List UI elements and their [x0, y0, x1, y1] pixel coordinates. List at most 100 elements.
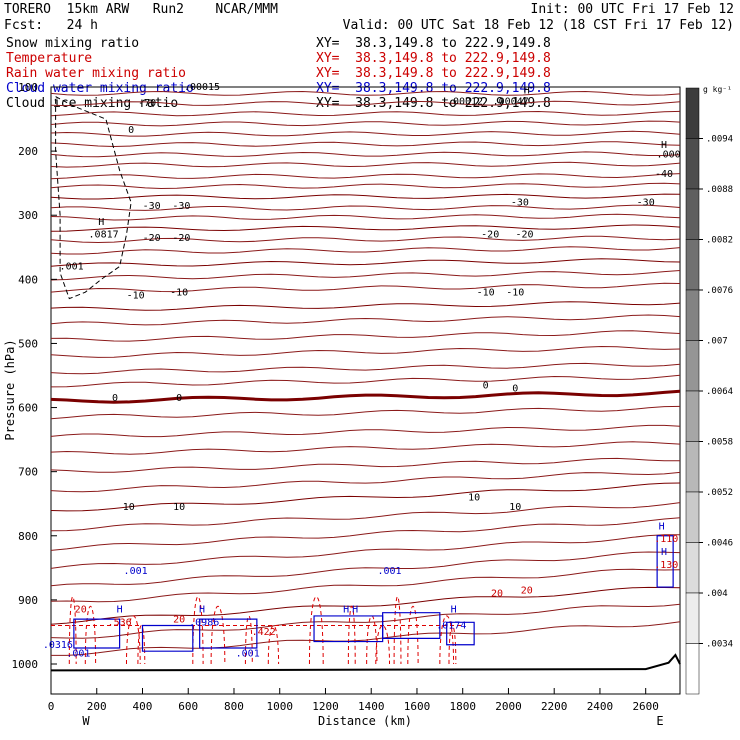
contour-annotation: -20	[172, 233, 190, 244]
y-tick-label: 200	[18, 145, 38, 158]
contour-annotation: 10	[468, 493, 480, 504]
valid-time: Valid: 00 UTC Sat 18 Feb 12 (18 CST Fri …	[342, 18, 734, 33]
isotherm-line--10	[50, 301, 681, 311]
rain-contour	[267, 625, 280, 665]
contour-annotation: 20	[75, 605, 87, 616]
x-tick-label: 600	[178, 700, 198, 713]
isotherm-line	[50, 424, 681, 438]
x-tick-label: 1400	[358, 700, 385, 713]
contour-annotation: 20	[491, 589, 503, 600]
isotherm-line	[50, 282, 681, 293]
isotherm-line	[50, 551, 681, 587]
cloud-water-contour	[313, 615, 384, 643]
isotherm-line	[50, 130, 681, 137]
colorbar-swatch	[685, 390, 700, 442]
contour-annotation: H	[117, 605, 123, 616]
x-tick-label: 400	[133, 700, 153, 713]
y-tick-label: 100	[18, 81, 38, 94]
field-label-rain: Rain water mixing ratio	[6, 66, 187, 81]
isotherm-line	[51, 621, 681, 656]
rain-contour	[375, 625, 391, 665]
rain-contour	[210, 606, 226, 665]
field-xy-cloud-water: XY= 38.3,149.8 to 222.9,149.8	[316, 81, 551, 96]
cloud-water-contour	[73, 618, 121, 649]
isotherm-line	[50, 246, 681, 255]
y-tick-label: 1000	[12, 658, 39, 671]
contour-annotation: -20	[481, 230, 499, 241]
contour-annotation: -20	[515, 230, 533, 241]
contour-annotation: .0316	[43, 640, 73, 651]
colorbar-tick-label: .0082	[706, 236, 733, 246]
contour-annotation: 20	[173, 614, 185, 625]
x-tick-label: 2400	[587, 700, 614, 713]
contour-annotation: 0	[483, 380, 489, 391]
rain-contour	[347, 606, 356, 665]
contour-annotation: .422	[252, 627, 276, 638]
isotherm-line	[50, 100, 681, 107]
contour-annotation: 20	[521, 586, 533, 597]
isotherm-line	[50, 141, 681, 148]
y-axis-label: Pressure (hPa)	[3, 339, 17, 440]
isotherm-line	[50, 90, 681, 96]
x-tick-label: 1600	[404, 700, 431, 713]
y-tick-label: 500	[18, 337, 38, 350]
isotherm-line	[50, 330, 681, 342]
contour-annotation: H	[98, 217, 104, 228]
rain-contour	[192, 596, 204, 665]
contour-annotation: H	[343, 605, 349, 616]
rain-contour	[68, 596, 77, 665]
contour-annotation: H	[661, 140, 667, 151]
y-tick-label: 300	[18, 209, 38, 222]
y-tick-label: 600	[18, 402, 38, 415]
x-end-label-east: E	[656, 714, 663, 728]
colorbar-swatch	[685, 592, 700, 644]
contour-annotation: .001	[66, 648, 90, 659]
rain-contour	[137, 625, 146, 665]
rain-contour	[393, 596, 402, 665]
isotherm-line	[50, 534, 680, 569]
field-label-cloud-ice: Cloud ice mixing ratio	[6, 96, 179, 111]
contour-annotation: H	[661, 547, 667, 558]
x-tick-label: 200	[87, 700, 107, 713]
x-end-label-west: W	[82, 714, 90, 728]
isotherm-line	[50, 173, 681, 180]
isotherm-line	[50, 235, 681, 244]
colorbar-swatch	[685, 542, 700, 594]
rain-contour	[366, 615, 378, 665]
cloud-water-contour	[141, 624, 194, 652]
colorbar-tick-label: .0088	[706, 185, 733, 195]
rain-contour	[84, 606, 97, 665]
contour-annotation: -10	[127, 291, 145, 302]
x-tick-label: 1200	[312, 700, 339, 713]
field-xy-temperature: XY= 38.3,149.8 to 222.9,149.8	[316, 51, 551, 66]
colorbar-unit: g kg⁻¹	[703, 85, 732, 94]
colorbar-tick-label: .0094	[706, 135, 733, 145]
x-tick-label: 2000	[495, 700, 522, 713]
isotherm-line	[50, 345, 681, 358]
isotherm-line	[50, 374, 681, 388]
contour-annotation: H	[659, 521, 665, 532]
isotherm-line	[50, 270, 681, 281]
colorbar-swatch	[685, 138, 700, 190]
contour-annotation: .0174	[436, 621, 466, 632]
contour-annotation: .001	[236, 648, 260, 659]
contour-annotation: -30	[143, 201, 161, 212]
isotherm-line	[50, 204, 681, 211]
isotherm-line	[50, 120, 681, 127]
cloud-water-contour	[199, 618, 258, 649]
field-xy-rain: XY= 38.3,149.8 to 222.9,149.8	[316, 66, 551, 81]
contour-annotation: H	[451, 605, 457, 616]
contour-annotation: .536	[108, 618, 132, 629]
isotherm-line	[50, 471, 681, 493]
isotherm-line--30	[50, 224, 681, 232]
contour-annotation: .00047	[493, 96, 529, 107]
x-tick-label: 1000	[266, 700, 293, 713]
y-tick-label: 800	[18, 530, 38, 543]
field-xy-snow: XY= 38.3,149.8 to 222.9,149.8	[316, 36, 551, 51]
colorbar-tick-label: .0034	[706, 640, 733, 650]
isotherm-line	[50, 441, 681, 455]
colorbar-swatch	[685, 239, 700, 291]
contour-annotation: 0	[128, 125, 134, 136]
contour-annotation: H	[524, 85, 530, 96]
contour-annotation: .0986	[189, 618, 219, 629]
